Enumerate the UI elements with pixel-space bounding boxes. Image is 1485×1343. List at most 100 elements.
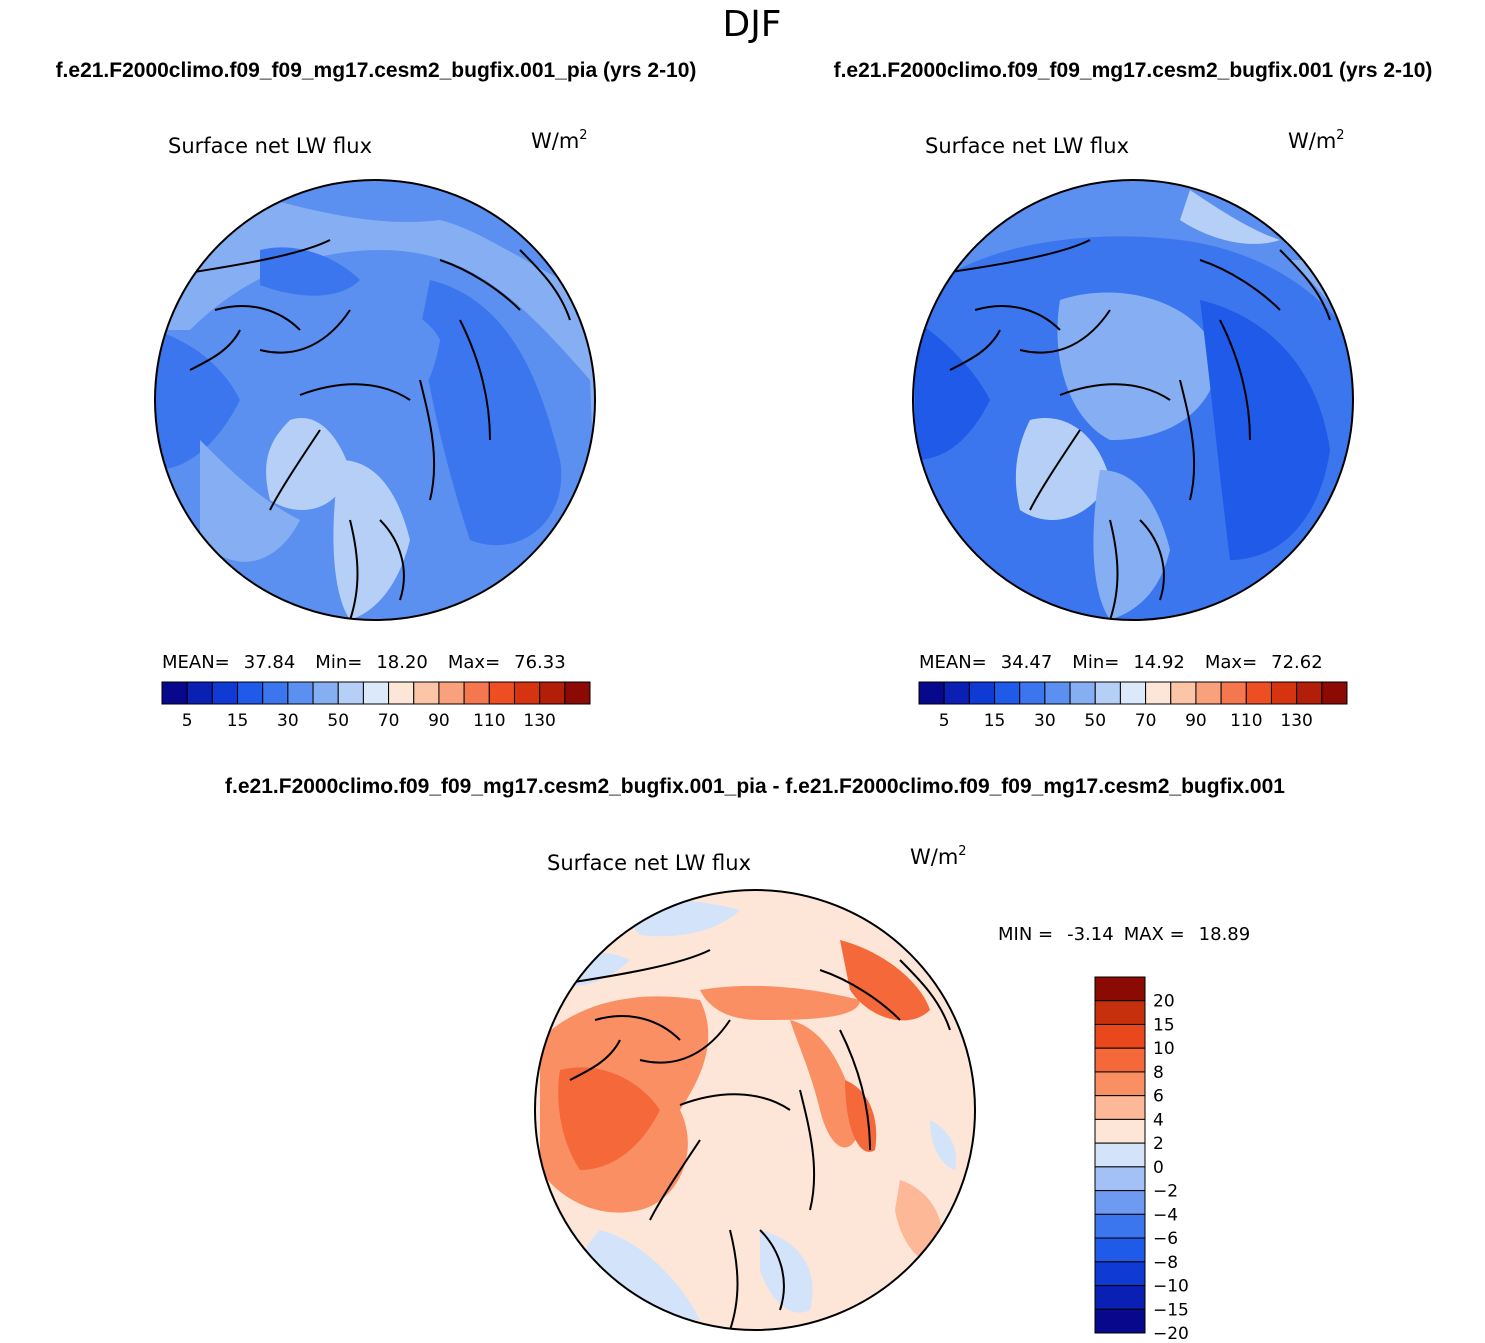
colorbar-swatch <box>918 681 945 705</box>
colorbar-a: 5 15 30 50 70 90 110 130 <box>161 681 591 731</box>
colorbar-swatch <box>1094 1308 1146 1334</box>
map-difference <box>535 890 975 1330</box>
colorbar-swatch <box>1094 1023 1146 1049</box>
colorbar-tick-label: −8 <box>1153 1253 1178 1273</box>
colorbar-swatch <box>1094 976 1146 1002</box>
colorbar-tick-label: −10 <box>1153 1277 1189 1297</box>
colorbar-swatch <box>1094 681 1121 705</box>
colorbar-tick-label: 130 <box>1280 711 1312 731</box>
panel-case-b: Surface net LW flux W/m2 MEAN= 34.47 Min= 1… <box>912 128 1354 731</box>
colorbar-swatch <box>186 681 213 705</box>
colorbar-tick-label: 15 <box>1153 1015 1175 1035</box>
colorbar-swatch <box>1170 681 1197 705</box>
panel-b-stats: MEAN= 34.47 Min= 14.92 Max= 72.62 <box>919 652 1323 673</box>
colorbar-swatch <box>161 681 188 705</box>
colorbar-tick-label: 50 <box>1084 711 1106 731</box>
colorbar-swatch <box>211 681 239 705</box>
panel-a-units: W/m2 <box>531 128 588 153</box>
panel-d-title: Surface net LW flux <box>547 851 751 875</box>
panel-d-units-base: W/m <box>910 845 958 869</box>
colorbar-swatch <box>1321 681 1348 705</box>
colorbar-swatch <box>337 681 364 705</box>
panel-difference: Surface net LW flux W/m2 MIN = -3.14 MAX =… <box>534 844 1250 1343</box>
colorbar-swatch <box>413 681 440 705</box>
map-b <box>913 180 1353 620</box>
colorbar-tick-label: 110 <box>473 711 505 731</box>
colorbar-tick-label: −20 <box>1153 1324 1189 1343</box>
colorbar-tick-label: 70 <box>1135 711 1157 731</box>
colorbar-tick-label: 2 <box>1153 1134 1164 1154</box>
colorbar-swatch <box>262 681 289 705</box>
colorbar-tick-label: 30 <box>277 711 299 731</box>
colorbar-swatch <box>1094 1142 1146 1168</box>
colorbar-swatch <box>968 681 996 705</box>
colorbar-tick-label: 90 <box>428 711 450 731</box>
colorbar-swatch <box>539 681 566 705</box>
panel-a-units-exp: 2 <box>579 128 587 143</box>
colorbar-swatch <box>994 681 1021 705</box>
panel-case-a: Surface net LW flux W/m2 MEAN= 37.84 Min= 1… <box>154 128 596 731</box>
colorbar-tick-label: 90 <box>1185 711 1207 731</box>
colorbar-tick-label: 70 <box>378 711 400 731</box>
colorbar-swatch <box>1145 681 1172 705</box>
colorbar-swatch <box>564 681 591 705</box>
panel-a-units-base: W/m <box>531 129 579 153</box>
colorbar-tick-label: 5 <box>939 711 950 731</box>
colorbar-swatch <box>488 681 515 705</box>
colorbar-swatch <box>1094 1118 1146 1144</box>
colorbar-tick-label: 30 <box>1034 711 1056 731</box>
colorbar-swatch <box>287 681 314 705</box>
panel-d-units: W/m2 <box>910 844 967 869</box>
colorbar-swatch <box>1245 681 1272 705</box>
colorbar-swatch <box>237 681 264 705</box>
colorbar-tick-label: 130 <box>523 711 555 731</box>
colorbar-swatch <box>943 681 970 705</box>
colorbar-tick-label: −15 <box>1153 1300 1189 1320</box>
colorbar-swatch <box>1094 1261 1146 1287</box>
colorbar-tick-label: 15 <box>984 711 1006 731</box>
colorbar-swatch <box>1094 1213 1146 1239</box>
panel-b-units: W/m2 <box>1288 128 1345 153</box>
panel-a-stats: MEAN= 37.84 Min= 18.20 Max= 76.33 <box>162 652 566 673</box>
season-title: DJF <box>722 4 781 45</box>
colorbar-swatch <box>1094 1071 1146 1097</box>
colorbar-tick-label: 8 <box>1153 1063 1164 1083</box>
colorbar-tick-label: 110 <box>1230 711 1262 731</box>
colorbar-swatch <box>1094 1237 1146 1263</box>
colorbar-swatch <box>1094 1095 1146 1120</box>
colorbar-tick-label: 15 <box>227 711 249 731</box>
colorbar-b: 5 15 30 50 70 90 110 130 <box>918 681 1348 731</box>
colorbar-tick-label: 6 <box>1153 1087 1164 1107</box>
panel-b-units-base: W/m <box>1288 129 1336 153</box>
colorbar-swatch <box>312 681 339 705</box>
panel-d-units-exp: 2 <box>958 844 966 859</box>
colorbar-swatch <box>513 681 541 705</box>
colorbar-swatch <box>388 681 415 705</box>
colorbar-swatch <box>1019 681 1046 705</box>
colorbar-swatch <box>1094 1047 1146 1073</box>
colorbar-tick-label: −6 <box>1153 1229 1178 1249</box>
colorbar-swatch <box>463 681 490 705</box>
colorbar-swatch <box>1119 681 1147 705</box>
colorbar-tick-label: 5 <box>182 711 193 731</box>
case-b-header: f.e21.F2000climo.f09_f09_mg17.cesm2_bugf… <box>834 59 1433 82</box>
panel-b-title: Surface net LW flux <box>925 134 1129 158</box>
colorbar-swatch <box>1094 1166 1146 1192</box>
colorbar-swatch <box>1069 681 1096 705</box>
colorbar-tick-label: −4 <box>1153 1205 1178 1225</box>
colorbar-tick-label: 4 <box>1153 1110 1164 1130</box>
colorbar-swatch <box>1195 681 1222 705</box>
difference-header: f.e21.F2000climo.f09_f09_mg17.cesm2_bugf… <box>225 775 1285 798</box>
colorbar-swatch <box>1044 681 1071 705</box>
colorbar-tick-label: 0 <box>1153 1158 1164 1178</box>
panel-b-units-exp: 2 <box>1336 128 1344 143</box>
panel-d-stats: MIN = -3.14 MAX = 18.89 <box>998 924 1250 945</box>
colorbar-swatch <box>1296 681 1323 705</box>
panel-a-title: Surface net LW flux <box>168 134 372 158</box>
colorbar-swatch <box>1220 681 1247 705</box>
colorbar-swatch <box>438 681 465 705</box>
colorbar-tick-label: 10 <box>1153 1039 1175 1059</box>
colorbar-swatch <box>1094 1000 1146 1025</box>
